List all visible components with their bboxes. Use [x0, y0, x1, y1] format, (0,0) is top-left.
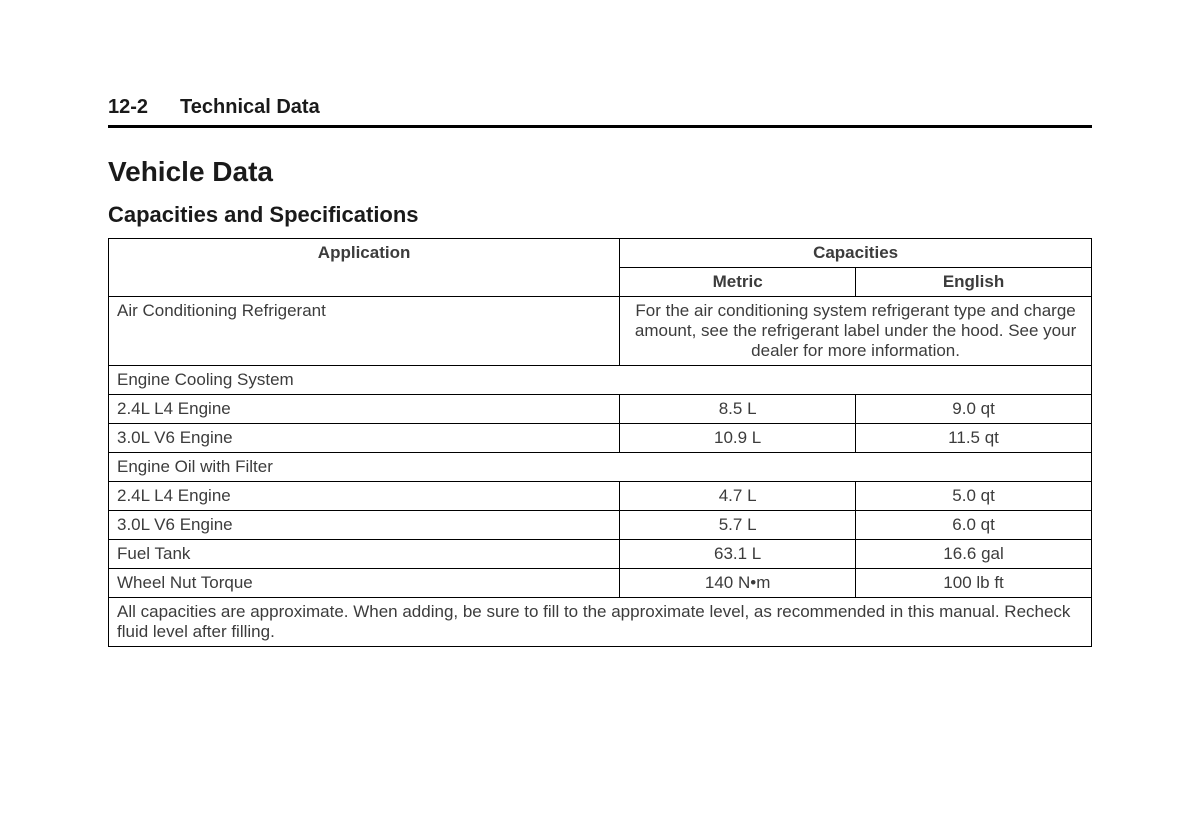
col-metric: Metric: [620, 268, 856, 297]
cell-label: Fuel Tank: [109, 540, 620, 569]
section-heading: Vehicle Data: [108, 156, 1092, 188]
cell-label: Air Conditioning Refrigerant: [109, 297, 620, 366]
cell-english: 11.5 qt: [856, 424, 1092, 453]
cell-metric: 63.1 L: [620, 540, 856, 569]
cell-metric: 5.7 L: [620, 511, 856, 540]
table-row: 3.0L V6 Engine 10.9 L 11.5 qt: [109, 424, 1092, 453]
table-row: 3.0L V6 Engine 5.7 L 6.0 qt: [109, 511, 1092, 540]
cell-label: Wheel Nut Torque: [109, 569, 620, 598]
table-row: Engine Cooling System: [109, 366, 1092, 395]
table-row: Air Conditioning Refrigerant For the air…: [109, 297, 1092, 366]
table-row: 2.4L L4 Engine 8.5 L 9.0 qt: [109, 395, 1092, 424]
col-english: English: [856, 268, 1092, 297]
cell-english: 16.6 gal: [856, 540, 1092, 569]
running-header: 12-2 Technical Data: [108, 96, 1092, 128]
table-row: Engine Oil with Filter: [109, 453, 1092, 482]
table-row: 2.4L L4 Engine 4.7 L 5.0 qt: [109, 482, 1092, 511]
cell-note: For the air conditioning system refriger…: [620, 297, 1092, 366]
cell-metric: 8.5 L: [620, 395, 856, 424]
col-application: Application: [109, 239, 620, 297]
cell-english: 100 lb ft: [856, 569, 1092, 598]
table-row: Wheel Nut Torque 140 N•m 100 lb ft: [109, 569, 1092, 598]
cell-metric: 10.9 L: [620, 424, 856, 453]
cell-english: 9.0 qt: [856, 395, 1092, 424]
cell-label: 3.0L V6 Engine: [109, 424, 620, 453]
cell-label: 3.0L V6 Engine: [109, 511, 620, 540]
chapter-title: Technical Data: [180, 96, 320, 119]
cell-group-header: Engine Oil with Filter: [109, 453, 1092, 482]
table-row: All capacities are approximate. When add…: [109, 598, 1092, 647]
cell-english: 6.0 qt: [856, 511, 1092, 540]
cell-metric: 140 N•m: [620, 569, 856, 598]
cell-metric: 4.7 L: [620, 482, 856, 511]
cell-label: 2.4L L4 Engine: [109, 395, 620, 424]
cell-label: 2.4L L4 Engine: [109, 482, 620, 511]
table-header-row-1: Application Capacities: [109, 239, 1092, 268]
manual-page: 12-2 Technical Data Vehicle Data Capacit…: [0, 0, 1200, 647]
cell-footnote: All capacities are approximate. When add…: [109, 598, 1092, 647]
subsection-heading: Capacities and Specifications: [108, 202, 1092, 228]
col-capacities: Capacities: [620, 239, 1092, 268]
page-number: 12-2: [108, 96, 148, 119]
cell-english: 5.0 qt: [856, 482, 1092, 511]
cell-group-header: Engine Cooling System: [109, 366, 1092, 395]
capacities-table: Application Capacities Metric English Ai…: [108, 238, 1092, 647]
table-row: Fuel Tank 63.1 L 16.6 gal: [109, 540, 1092, 569]
